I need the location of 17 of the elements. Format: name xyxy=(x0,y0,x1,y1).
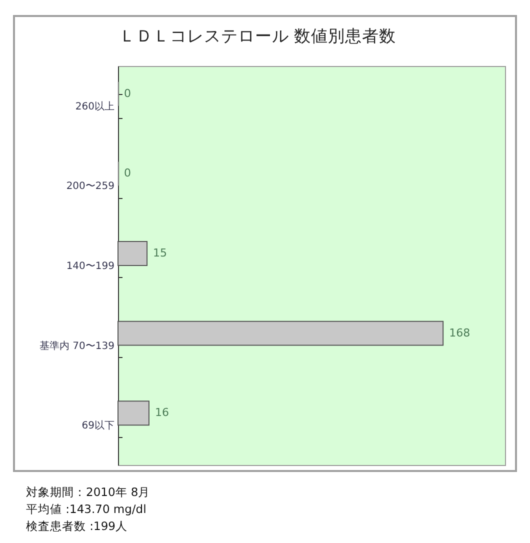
y-tick-label: 140〜199 xyxy=(66,261,114,272)
y-tick-label: 69以下 xyxy=(82,420,114,432)
bar xyxy=(118,320,444,346)
data-label: 0 xyxy=(124,86,131,100)
text: 検査患者数 :199人 xyxy=(26,518,128,535)
y-tick-label: 基準内 70〜139 xyxy=(40,340,114,352)
bar xyxy=(118,241,148,266)
data-label: 168 xyxy=(449,326,470,340)
data-label: 16 xyxy=(154,406,169,420)
text: 平均値 :143.70 mg/dl xyxy=(26,501,148,518)
bar xyxy=(118,400,150,426)
text: 対象期間：2010年 8月 xyxy=(26,484,150,501)
data-label: 15 xyxy=(153,246,168,260)
y-tick-label: 200〜259 xyxy=(66,181,114,192)
data-label: 0 xyxy=(124,166,131,180)
y-tick-label: 260以上 xyxy=(75,100,114,112)
chart-title: ＬＤＬコレステロール 数値別患者数 xyxy=(118,26,396,46)
